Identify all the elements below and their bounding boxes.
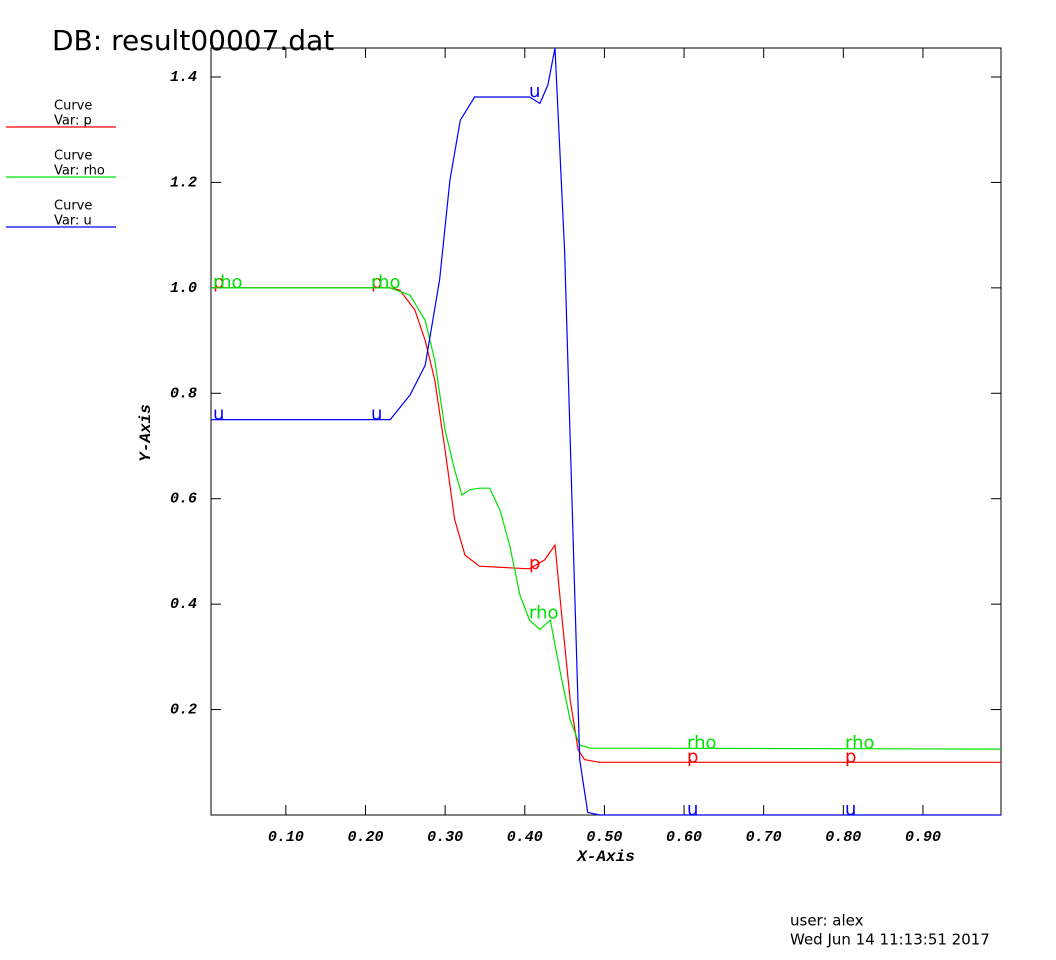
curve-label: u — [371, 404, 382, 425]
curve-label: u — [529, 81, 540, 102]
curve-label: rho — [687, 732, 717, 753]
x-axis-title: X-Axis — [576, 848, 635, 866]
x-tick-label: 0.20 — [347, 829, 383, 846]
x-tick-label: 0.50 — [586, 829, 622, 846]
y-tick-label: 0.6 — [170, 491, 197, 508]
y-tick-label: 1.2 — [170, 174, 197, 191]
y-tick-label: 1.0 — [170, 280, 197, 297]
curve-label: p — [371, 272, 382, 293]
y-tick-label: 1.4 — [170, 69, 197, 86]
legend-title: Curve — [54, 199, 92, 214]
line-0 — [211, 287, 1001, 763]
date-label: Wed Jun 14 11:13:51 2017 — [790, 931, 990, 949]
legend-label: Var: u — [54, 214, 92, 229]
user-label: user: alex — [790, 912, 864, 930]
x-tick-label: 0.70 — [746, 829, 782, 846]
x-tick-label: 0.80 — [825, 829, 861, 846]
curve-label: u — [687, 799, 698, 820]
x-tick-label: 0.30 — [427, 829, 463, 846]
curve-label: u — [213, 404, 224, 425]
y-tick-label: 0.2 — [170, 702, 197, 719]
curve-label: rho — [845, 733, 875, 754]
x-tick-label: 0.40 — [507, 829, 543, 846]
curve-label: p — [529, 553, 540, 574]
chart-title: DB: result00007.dat — [52, 24, 334, 57]
y-tick-label: 0.4 — [170, 596, 197, 613]
x-tick-label: 0.90 — [905, 829, 941, 846]
curve-label: p — [687, 746, 698, 767]
curve-label: rho — [371, 272, 401, 293]
x-tick-label: 0.60 — [666, 829, 702, 846]
y-tick-label: 0.8 — [170, 385, 197, 402]
y-axis-title: Y-Axis — [137, 404, 155, 462]
x-tick-label: 0.10 — [268, 829, 304, 846]
curve-label: rho — [529, 603, 559, 624]
curve-label: p — [213, 272, 224, 293]
curve-label: u — [845, 799, 856, 820]
line-1 — [211, 287, 1002, 750]
plot-frame — [210, 47, 1002, 816]
legend-title: Curve — [54, 149, 92, 164]
legend-title: Curve — [54, 99, 92, 114]
curve-label: p — [845, 746, 856, 767]
legend-label: Var: p — [54, 114, 92, 129]
line-2 — [211, 47, 1001, 816]
curve-label: rho — [213, 272, 243, 293]
legend-label: Var: rho — [54, 164, 105, 179]
